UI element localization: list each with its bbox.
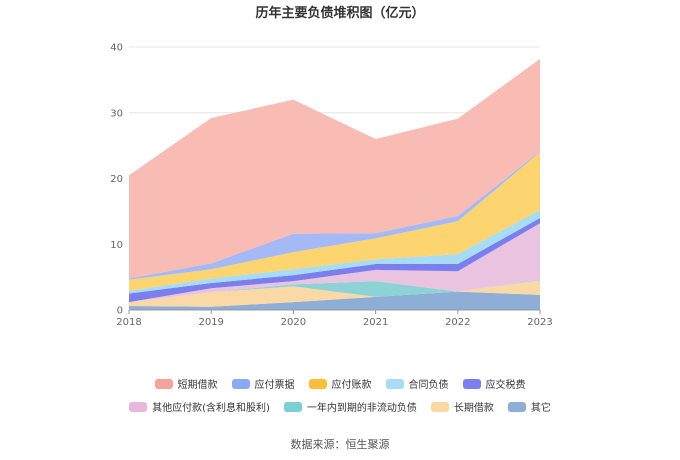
x-tick-label: 2020 [281,317,306,328]
area-series [129,58,540,279]
legend-row: 其他应付款(含利息和股利) 一年内到期的非流动负债 长期借款 其它 [0,399,680,414]
legend-item[interactable]: 其他应付款(含利息和股利) [129,399,270,414]
legend-label: 应付账款 [331,380,372,391]
stacked-area-chart: 0 10 20 30 40 2018 2019 2020 2021 2022 2023 [110,43,552,329]
x-tick-label: 2018 [116,317,141,328]
x-tick-label: 2022 [445,317,470,328]
y-tick-label: 10 [110,240,123,251]
legend-label: 应交税费 [485,380,526,391]
chart-title: 历年主要负债堆积图（亿元） [255,6,425,21]
legend-item[interactable]: 应付票据 [231,376,295,391]
legend-swatch [430,401,449,412]
legend-swatch [231,378,250,389]
legend-swatch [308,378,327,389]
legend-item[interactable]: 长期借款 [430,399,494,414]
area-series [129,279,540,303]
legend-swatch [154,378,173,389]
y-tick-label: 40 [110,43,123,54]
axis-layer: 0 10 20 30 40 2018 2019 2020 2021 2022 2023 [110,43,552,329]
legend-item[interactable]: 短期借款 [154,376,218,391]
legend-swatch [129,401,148,412]
area-series [129,210,540,294]
data-source-note: 数据来源：恒生聚源 [290,438,390,451]
legend-label: 合同负债 [408,380,449,391]
y-tick-label: 30 [110,108,123,119]
legend: 短期借款 应付票据 应付账款 合同负债 应交税费其他应付款(含利息和股利) 一年内到期的非… [0,376,680,422]
legend-item[interactable]: 其它 [507,399,551,414]
area-series [129,217,540,303]
area-series [129,223,540,303]
legend-label: 其它 [530,403,551,414]
area-series [129,152,540,291]
area-series [129,291,540,310]
area-layer [129,58,540,310]
legend-swatch [385,378,404,389]
legend-swatch [462,378,481,389]
legend-item[interactable]: 应付账款 [308,376,372,391]
x-tick-label: 2021 [363,317,388,328]
legend-label: 短期借款 [177,380,218,391]
legend-swatch [507,401,526,412]
legend-label: 一年内到期的非流动负债 [306,403,417,414]
x-tick-label: 2019 [198,317,223,328]
legend-item[interactable]: 一年内到期的非流动负债 [283,399,417,414]
legend-label: 应付票据 [254,380,295,391]
y-tick-label: 20 [110,174,123,185]
x-tick-label: 2023 [527,317,552,328]
legend-item[interactable]: 应交税费 [462,376,526,391]
legend-row: 短期借款 应付票据 应付账款 合同负债 应交税费 [0,376,680,391]
legend-label: 长期借款 [453,403,494,414]
legend-swatch [283,401,302,412]
legend-label: 其他应付款(含利息和股利) [152,403,270,414]
area-series [129,280,540,307]
legend-item[interactable]: 合同负债 [385,376,449,391]
y-tick-label: 0 [117,306,123,317]
